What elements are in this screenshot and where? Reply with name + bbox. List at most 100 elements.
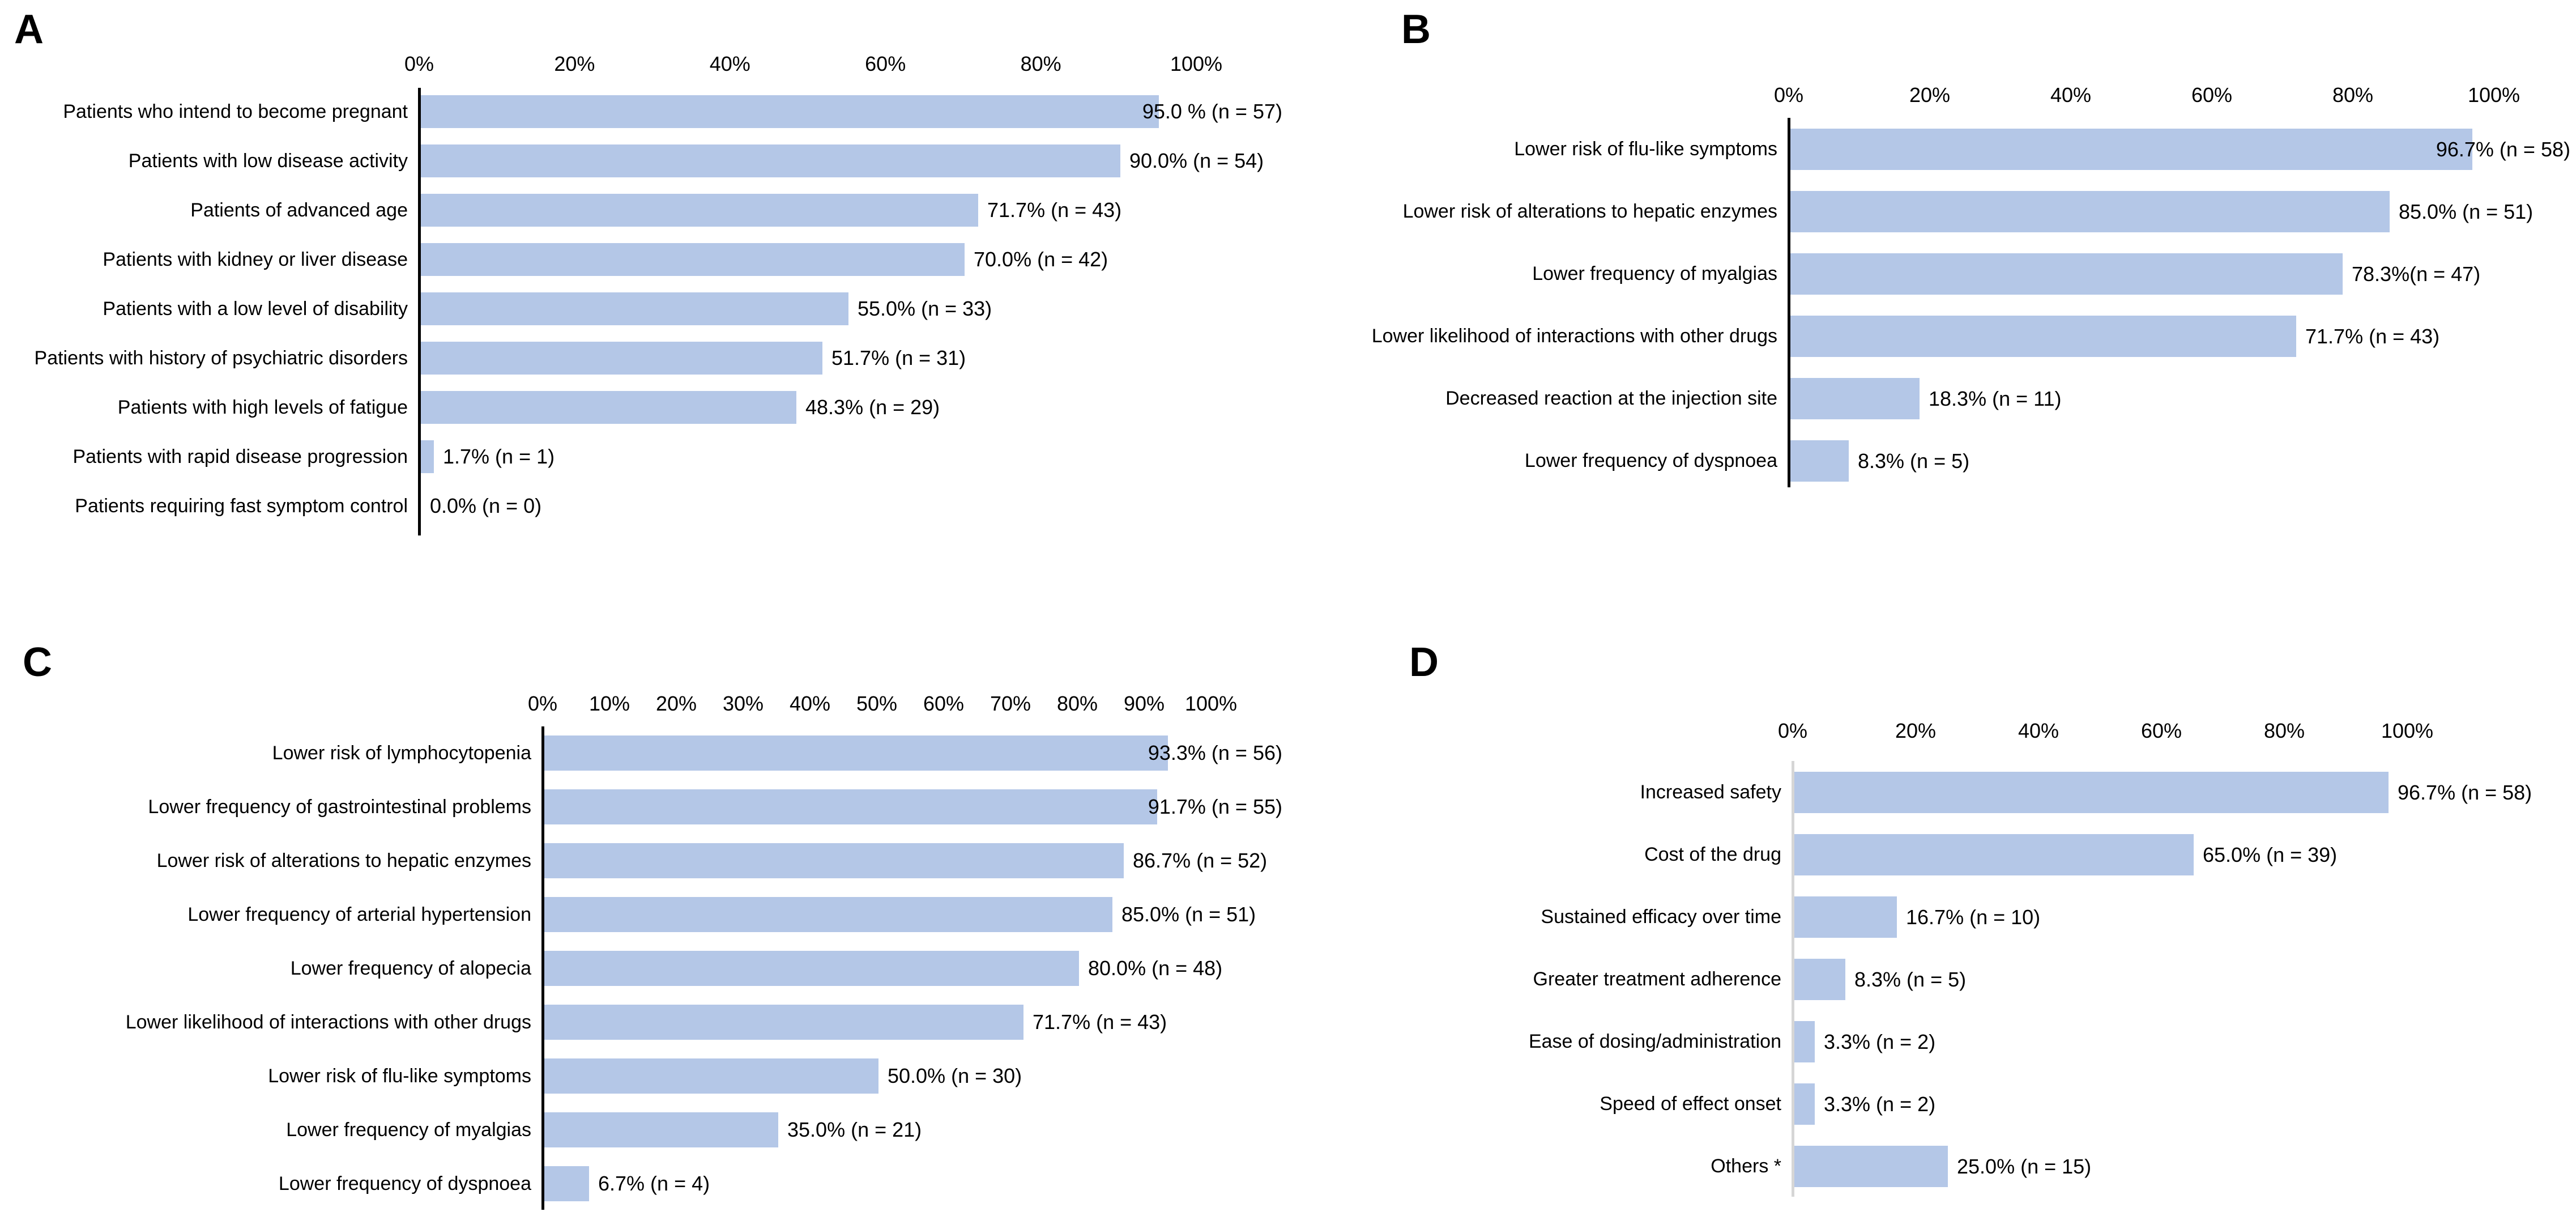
- category-label: Patients with kidney or liver disease: [103, 248, 408, 270]
- value-label: 86.7% (n = 52): [1133, 849, 1268, 872]
- bar: [544, 951, 1079, 986]
- category-label: Lower likelihood of interactions with ot…: [125, 1011, 531, 1033]
- bar: [544, 789, 1157, 824]
- axis-tick-label: 100%: [1170, 52, 1223, 75]
- category-label: Decreased reaction at the injection site: [1445, 388, 1777, 409]
- value-label: 85.0% (n = 51): [2399, 199, 2534, 223]
- value-label: 96.7% (n = 58): [2436, 137, 2570, 161]
- bar: [544, 735, 1168, 771]
- axis-tick-label: 0%: [404, 52, 434, 75]
- y-axis-line: [418, 88, 421, 535]
- axis-tick-label: 30%: [722, 692, 764, 715]
- bar: [1790, 440, 1849, 482]
- value-label: 65.0% (n = 39): [2203, 843, 2338, 866]
- bar: [544, 1058, 878, 1094]
- axis-tick-label: 50%: [856, 692, 898, 715]
- bar: [1790, 253, 2343, 295]
- category-label: Lower risk of flu-like symptoms: [1514, 138, 1777, 160]
- axis-tick-label: 40%: [709, 52, 750, 75]
- value-label: 6.7% (n = 4): [598, 1172, 710, 1195]
- category-label: Others *: [1711, 1155, 1781, 1177]
- category-label: Patients with history of psychiatric dis…: [34, 347, 408, 369]
- value-label: 85.0% (n = 51): [1121, 903, 1256, 926]
- panel-letter: D: [1409, 640, 1439, 685]
- axis-tick-label: 80%: [2263, 719, 2305, 742]
- axis-tick-label: 0%: [1777, 719, 1808, 742]
- value-label: 8.3% (n = 5): [1854, 967, 1967, 991]
- axis-tick-label: 20%: [1909, 83, 1951, 107]
- value-label: 35.0% (n = 21): [787, 1118, 922, 1141]
- bar: [421, 391, 796, 424]
- category-label: Lower frequency of arterial hypertension: [187, 903, 531, 925]
- axis-tick-label: 40%: [2018, 719, 2059, 742]
- value-label: 93.3% (n = 56): [1148, 741, 1282, 764]
- axis-tick-label: 0%: [527, 692, 558, 715]
- bar: [421, 440, 434, 473]
- bar: [421, 243, 965, 276]
- bar: [421, 292, 848, 325]
- category-label: Patients of advanced age: [190, 199, 408, 221]
- axis-tick-label: 80%: [1056, 692, 1098, 715]
- category-label: Increased safety: [1640, 781, 1781, 803]
- bar: [421, 194, 978, 227]
- value-label: 71.7% (n = 43): [1033, 1010, 1167, 1034]
- bar: [544, 843, 1124, 878]
- axis-tick-label: 60%: [2191, 83, 2233, 107]
- category-label: Greater treatment adherence: [1533, 968, 1781, 990]
- panel-c: C 0% 10% 20% 30% 40% 50% 60% 70% 80% 90% 100% Lower…: [0, 608, 1288, 1216]
- axis-tick-label: 20%: [655, 692, 697, 715]
- bar: [1790, 129, 2472, 170]
- value-label: 71.7% (n = 43): [2305, 324, 2440, 348]
- category-label: Lower risk of lymphocytopenia: [272, 742, 531, 764]
- axis-tick-label: 80%: [1020, 52, 1061, 75]
- bar: [1794, 896, 1897, 938]
- bar: [421, 95, 1159, 128]
- bar: [544, 897, 1112, 932]
- category-label: Patients with low disease activity: [128, 150, 408, 172]
- axis-tick-label: 100%: [1184, 692, 1238, 715]
- value-label: 71.7% (n = 43): [987, 198, 1122, 222]
- bar: [421, 342, 822, 375]
- value-label: 8.3% (n = 5): [1858, 449, 1970, 473]
- value-label: 48.3% (n = 29): [805, 396, 940, 419]
- axis-tick-label: 100%: [2381, 719, 2434, 742]
- axis-tick-label: 40%: [2050, 83, 2092, 107]
- value-label: 95.0 % (n = 57): [1142, 100, 1282, 123]
- bar: [1790, 378, 1920, 419]
- category-label: Lower frequency of alopecia: [290, 957, 531, 979]
- bar: [1790, 191, 2390, 232]
- axis-tick-label: 100%: [2467, 83, 2520, 107]
- value-label: 3.3% (n = 2): [1824, 1092, 1936, 1116]
- axis-tick-label: 60%: [865, 52, 906, 75]
- value-label: 0.0% (n = 0): [430, 494, 542, 517]
- axis-tick-label: 80%: [2332, 83, 2374, 107]
- category-label: Lower frequency of gastrointestinal prob…: [148, 796, 531, 818]
- value-label: 3.3% (n = 2): [1824, 1030, 1936, 1053]
- category-label: Lower frequency of dyspnoea: [278, 1172, 531, 1194]
- bar: [544, 1005, 1023, 1040]
- axis-tick-label: 0%: [1773, 83, 1804, 107]
- category-label: Patients with high levels of fatigue: [117, 396, 408, 418]
- panel-a: A 0% 20% 40% 60% 80% 100% Patients who intend …: [0, 0, 1288, 608]
- value-label: 90.0% (n = 54): [1129, 149, 1264, 172]
- bar: [1790, 316, 2296, 357]
- bar: [1794, 959, 1845, 1000]
- category-label: Ease of dosing/administration: [1528, 1031, 1781, 1052]
- value-label: 70.0% (n = 42): [974, 248, 1108, 271]
- category-label: Lower frequency of myalgias: [286, 1119, 531, 1141]
- bar: [1794, 772, 2389, 813]
- category-label: Patients with rapid disease progression: [72, 445, 408, 467]
- category-label: Lower risk of alterations to hepatic enz…: [1402, 201, 1777, 222]
- value-label: 50.0% (n = 30): [888, 1064, 1022, 1087]
- category-label: Sustained efficacy over time: [1541, 906, 1781, 928]
- panel-letter: C: [23, 640, 53, 685]
- value-label: 51.7% (n = 31): [831, 346, 966, 369]
- y-axis-line: [1792, 761, 1794, 1197]
- value-label: 96.7% (n = 58): [2398, 780, 2532, 804]
- axis-tick-label: 70%: [990, 692, 1031, 715]
- category-label: Lower frequency of dyspnoea: [1524, 450, 1777, 471]
- axis-tick-label: 40%: [789, 692, 831, 715]
- axis-tick-label: 10%: [588, 692, 630, 715]
- category-label: Patients requiring fast symptom control: [75, 495, 408, 517]
